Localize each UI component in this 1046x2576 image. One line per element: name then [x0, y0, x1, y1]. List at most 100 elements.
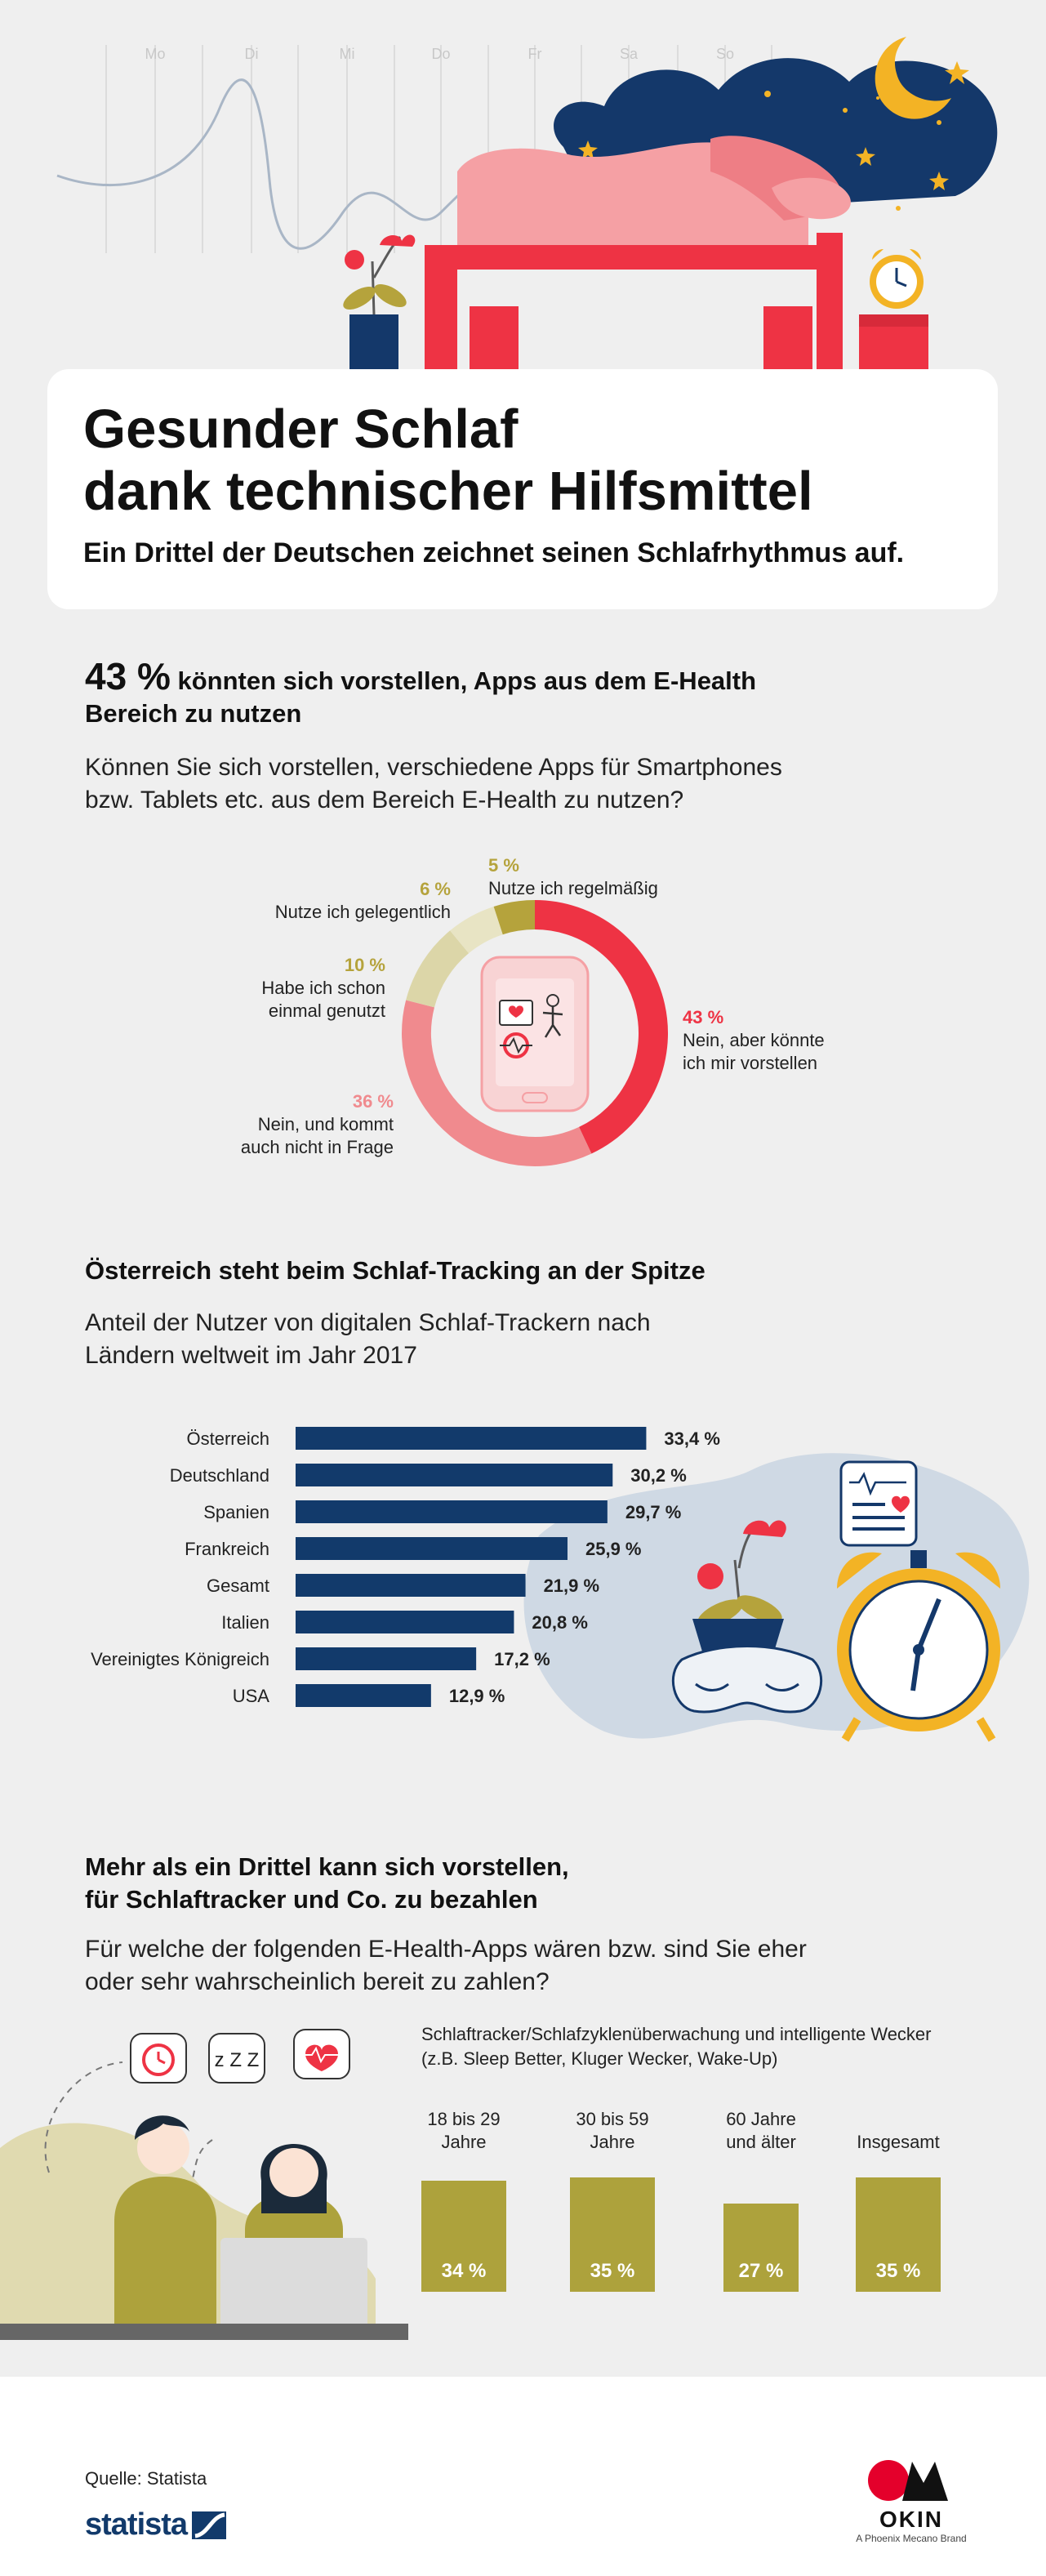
bar	[296, 1464, 613, 1486]
people-illustration: z Z Z	[0, 2029, 408, 2340]
heart-bubble-icon	[293, 2029, 350, 2079]
donut-slice	[493, 900, 536, 935]
bed-illustration	[425, 136, 851, 384]
section2-subtitle: Anteil der Nutzer von digitalen Schlaf-T…	[85, 1307, 983, 1372]
weekday-label: Mi	[340, 46, 355, 62]
weekday-label: Di	[245, 46, 259, 62]
bar-value-label: 17,2 %	[494, 1649, 550, 1669]
column-bar	[856, 2177, 941, 2292]
pie-label-nicht: 36 % Nein, und kommt auch nicht in Frage	[212, 1090, 394, 1159]
section2-title: Österreich steht beim Schlaf-Tracking an…	[85, 1256, 705, 1285]
column-category-label: 30 bis 59	[576, 2109, 648, 2129]
bar	[296, 1500, 608, 1523]
bar	[296, 1684, 431, 1707]
bar-category-label: Gesamt	[207, 1575, 269, 1596]
okin-logo: OKIN A Phoenix Mecano Brand	[846, 2458, 977, 2544]
page-subtitle: Ein Drittel der Deutschen zeichnet seine…	[83, 537, 905, 568]
question-line: oder sehr wahrscheinlich bereit zu zahle…	[85, 1968, 550, 1995]
star-icons	[578, 61, 969, 211]
bar-category-label: Vereinigtes Königreich	[91, 1649, 269, 1669]
zzz-text: z Z Z	[215, 2049, 260, 2071]
column-category-label: und älter	[726, 2132, 796, 2152]
pie-label-text: Nutze ich gelegentlich	[274, 902, 451, 922]
okin-mark-icon	[868, 2460, 948, 2501]
phone-icon	[480, 956, 590, 1112]
title-card: Gesunder Schlaf dank technischer Hilfsmi…	[47, 369, 998, 609]
section3-question: Für welche der folgenden E-Health-Apps w…	[85, 1933, 983, 1999]
laptop-icon	[0, 2238, 408, 2340]
age-column-chart: 18 bis 29 Jahre 34 % 30 bis 59 Jahre 35 % 60 J…	[421, 2109, 941, 2292]
column-category-label: Jahre	[441, 2132, 486, 2152]
man-avatar	[114, 2115, 216, 2336]
headline-text-line2: Bereich zu nutzen	[85, 699, 302, 728]
header-illustration: Mo Di Mi Do Fr Sa So	[56, 37, 998, 384]
column-value-label: 34 %	[442, 2260, 487, 2282]
pie-label-einmal: 10 % Habe ich schon einmal genutzt	[220, 954, 385, 1023]
donut-slice	[534, 900, 668, 1154]
bar-value-label: 20,8 %	[532, 1612, 588, 1633]
pie-pct: 36 %	[352, 1091, 394, 1112]
bar-value-label: 25,9 %	[585, 1539, 642, 1559]
alarm-clock-bubble-icon	[130, 2033, 187, 2084]
zzz-bubble-icon: z Z Z	[208, 2033, 265, 2084]
bar-category-label: Italien	[221, 1612, 269, 1633]
page-title-line1: Gesunder Schlaf	[83, 399, 519, 460]
pie-label-regelmaessig: 5 % Nutze ich regelmäßig	[488, 854, 658, 900]
section1-question: Können Sie sich vorstellen, verschiedene…	[85, 751, 983, 817]
okin-tagline: A Phoenix Mecano Brand	[856, 2533, 967, 2544]
column-category-label: Jahre	[590, 2132, 634, 2152]
bar	[296, 1537, 568, 1560]
subtitle-line: Ländern weltweit im Jahr 2017	[85, 1342, 417, 1369]
page-title-line2: dank technischer Hilfsmittel	[83, 461, 813, 522]
sleep-mask-icon	[671, 1645, 823, 1714]
plant-illustration	[343, 234, 416, 372]
section1-headline: 43 % könnten sich vorstellen, Apps aus d…	[85, 657, 983, 730]
pie-label-text: auch nicht in Frage	[240, 1137, 394, 1157]
chart-title-line: Schlaftracker/Schlafzyklenüberwachung un…	[421, 2024, 932, 2044]
chart-title-line: (z.B. Sleep Better, Kluger Wecker, Wake-…	[421, 2048, 778, 2069]
pie-label-gelegentlich: 6 % Nutze ich gelegentlich	[245, 878, 451, 924]
moon-icon	[875, 37, 951, 119]
question-line: Können Sie sich vorstellen, verschiedene…	[85, 754, 782, 781]
pie-pct: 10 %	[344, 955, 385, 975]
pie-pct: 5 %	[488, 855, 519, 876]
section3-title: Mehr als ein Drittel kann sich vorstelle…	[85, 1851, 983, 1916]
weekday-label: Fr	[528, 46, 542, 62]
weekday-label: Mo	[145, 46, 165, 62]
bar	[296, 1647, 477, 1670]
column-value-label: 35 %	[876, 2260, 921, 2282]
headline-percent: 43 %	[85, 655, 171, 697]
statista-mark-icon	[192, 2511, 227, 2539]
weekday-label: So	[716, 46, 734, 62]
bar-value-label: 29,7 %	[625, 1502, 682, 1522]
column-value-label: 35 %	[590, 2260, 635, 2282]
pie-label-text: Nein, und kommt	[257, 1114, 394, 1134]
bar-category-label: Spanien	[203, 1502, 269, 1522]
column-category-label: Insgesamt	[857, 2132, 940, 2152]
sleep-tracker-illustration	[523, 1453, 1030, 1742]
bar	[296, 1574, 526, 1597]
pie-pct: 6 %	[420, 879, 451, 899]
pie-label-text: Habe ich schon	[261, 978, 385, 998]
question-line: Für welche der folgenden E-Health-Apps w…	[85, 1936, 807, 1963]
title-line: Mehr als ein Drittel kann sich vorstelle…	[85, 1852, 569, 1881]
donut-slice	[406, 930, 470, 1008]
bar-value-label: 12,9 %	[449, 1686, 505, 1706]
column-category-label: 60 Jahre	[726, 2109, 796, 2129]
column-value-label: 27 %	[739, 2260, 784, 2282]
column-chart-title: Schlaftracker/Schlafzyklenüberwachung un…	[421, 2022, 1009, 2071]
donut-chart	[402, 900, 668, 1166]
bar-value-label: 33,4 %	[664, 1428, 720, 1449]
weekday-label: Sa	[620, 46, 639, 62]
statista-wordmark: statista	[85, 2507, 188, 2542]
country-bar-chart: Österreich 33,4 % Deutschland 30,2 % Spanien…	[91, 1427, 720, 1707]
bar-category-label: Österreich	[187, 1428, 269, 1449]
title-line: für Schlaftracker und Co. zu bezahlen	[85, 1885, 538, 1914]
bar	[296, 1427, 647, 1450]
donut-slice	[450, 906, 504, 954]
sleep-wave-line	[56, 78, 540, 250]
column-bar	[570, 2177, 655, 2292]
pie-label-vorstellen: 43 % Nein, aber könnte ich mir vorstelle…	[683, 1006, 825, 1075]
question-line: bzw. Tablets etc. aus dem Bereich E-Heal…	[85, 787, 684, 813]
pie-label-text: einmal genutzt	[268, 1001, 385, 1021]
